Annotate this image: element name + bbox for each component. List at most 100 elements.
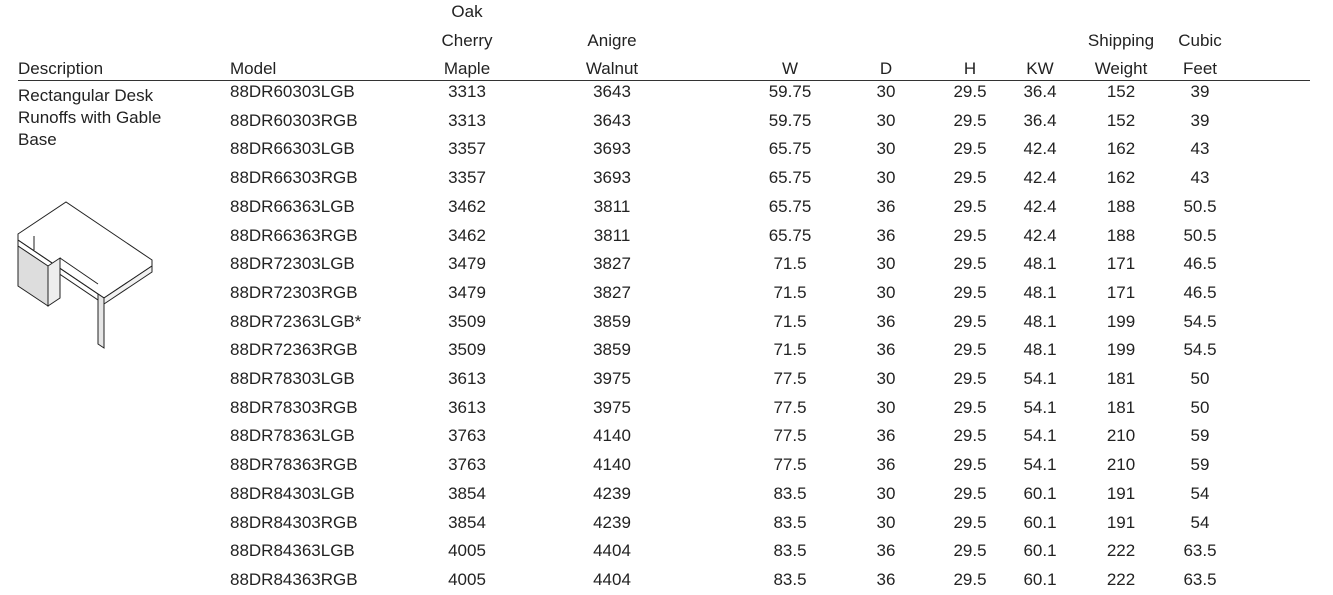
value-cell: 3462 xyxy=(448,225,486,245)
value-cell: 46.5 xyxy=(1183,282,1217,302)
value-cell: 3859 xyxy=(593,340,631,360)
value-cell: 3613 xyxy=(448,369,486,388)
value-cell: 4005 xyxy=(448,541,486,561)
description: Runoffs with Gable xyxy=(18,108,162,127)
value-cell: 63.5 xyxy=(1183,541,1217,561)
value-cell: 152 xyxy=(1106,110,1136,130)
value-cell: 30 xyxy=(876,168,896,188)
value-cell: 83.5 xyxy=(773,569,807,589)
value-cell: 181 xyxy=(1106,369,1136,388)
value-cell: 4005 xyxy=(448,569,486,589)
value-cell: 3854 xyxy=(448,512,486,532)
value-cell: 191 xyxy=(1106,483,1136,503)
value-cell: 29.5 xyxy=(953,397,987,417)
value-cell: 54.5 xyxy=(1183,311,1217,331)
value-cell: 29.5 xyxy=(953,282,987,302)
model-cell: 88DR66363LGB xyxy=(230,196,355,216)
column-header: D xyxy=(879,59,893,78)
model-cell: 88DR72303LGB xyxy=(230,254,355,274)
description: Base xyxy=(18,130,57,149)
value-cell: 3509 xyxy=(448,340,486,360)
model-cell: 88DR78363LGB xyxy=(230,426,355,446)
value-cell: 188 xyxy=(1106,225,1136,245)
value-cell: 3357 xyxy=(448,168,486,188)
value-cell: 54.5 xyxy=(1183,340,1217,360)
value-cell: 65.75 xyxy=(768,196,812,216)
value-cell: 3693 xyxy=(593,139,631,159)
value-cell: 43 xyxy=(1190,168,1210,188)
value-cell: 3613 xyxy=(448,397,486,417)
value-cell: 29.5 xyxy=(953,340,987,360)
value-cell: 71.5 xyxy=(773,254,807,274)
value-cell: 48.1 xyxy=(1023,254,1057,274)
value-cell: 50.5 xyxy=(1183,196,1217,216)
value-cell: 71.5 xyxy=(773,311,807,331)
value-cell: 77.5 xyxy=(773,426,807,446)
value-cell: 30 xyxy=(876,82,896,101)
value-cell: 188 xyxy=(1106,196,1136,216)
column-header: Weight xyxy=(1094,59,1148,78)
value-cell: 39 xyxy=(1190,82,1210,101)
value-cell: 39 xyxy=(1190,110,1210,130)
value-cell: 29.5 xyxy=(953,254,987,274)
column-header: Feet xyxy=(1182,59,1218,78)
value-cell: 3811 xyxy=(593,225,631,245)
value-cell: 42.4 xyxy=(1023,168,1057,188)
value-cell: 171 xyxy=(1106,282,1136,302)
column-header: Description xyxy=(18,59,104,78)
value-cell: 152 xyxy=(1106,82,1136,101)
value-cell: 3357 xyxy=(448,139,486,159)
value-cell: 36 xyxy=(876,340,896,360)
model-cell: 88DR60303LGB xyxy=(230,82,355,101)
column-header: Cubic xyxy=(1178,30,1222,50)
model-cell: 88DR72363LGB* xyxy=(230,311,362,331)
value-cell: 65.75 xyxy=(768,168,812,188)
value-cell: 29.5 xyxy=(953,483,987,503)
value-cell: 3462 xyxy=(448,196,486,216)
value-cell: 77.5 xyxy=(773,455,807,475)
model-cell: 88DR60303RGB xyxy=(230,110,358,130)
value-cell: 210 xyxy=(1106,426,1136,446)
value-cell: 4404 xyxy=(593,569,631,589)
value-cell: 210 xyxy=(1106,455,1136,475)
value-cell: 30 xyxy=(876,282,896,302)
value-cell: 3479 xyxy=(448,254,486,274)
value-cell: 162 xyxy=(1106,139,1136,159)
value-cell: 3975 xyxy=(593,397,631,417)
value-cell: 43 xyxy=(1190,139,1210,159)
value-cell: 29.5 xyxy=(953,512,987,532)
value-cell: 29.5 xyxy=(953,82,987,101)
value-cell: 3693 xyxy=(593,168,631,188)
value-cell: 4404 xyxy=(593,541,631,561)
column-header: Maple xyxy=(443,59,491,78)
value-cell: 50.5 xyxy=(1183,225,1217,245)
model-cell: 88DR66363RGB xyxy=(230,225,358,245)
value-cell: 65.75 xyxy=(768,225,812,245)
value-cell: 36.4 xyxy=(1023,82,1057,101)
value-cell: 30 xyxy=(876,512,896,532)
value-cell: 54 xyxy=(1190,483,1210,503)
value-cell: 48.1 xyxy=(1023,311,1057,331)
value-cell: 29.5 xyxy=(953,426,987,446)
desk-illustration xyxy=(17,201,153,349)
model-cell: 88DR84363RGB xyxy=(230,569,358,589)
value-cell: 36 xyxy=(876,569,896,589)
model-cell: 88DR72363RGB xyxy=(230,340,358,360)
value-cell: 30 xyxy=(876,110,896,130)
value-cell: 54.1 xyxy=(1023,455,1057,475)
value-cell: 48.1 xyxy=(1023,282,1057,302)
value-cell: 30 xyxy=(876,139,896,159)
value-cell: 36 xyxy=(876,225,896,245)
value-cell: 3854 xyxy=(448,483,486,503)
value-cell: 42.4 xyxy=(1023,196,1057,216)
header-rule xyxy=(18,80,1310,81)
value-cell: 77.5 xyxy=(773,369,807,388)
value-cell: 3479 xyxy=(448,282,486,302)
column-header: Shipping xyxy=(1087,30,1155,50)
value-cell: 63.5 xyxy=(1183,569,1217,589)
value-cell: 59 xyxy=(1190,426,1210,446)
column-header: Anigre xyxy=(587,30,637,50)
value-cell: 48.1 xyxy=(1023,340,1057,360)
model-cell: 88DR84363LGB xyxy=(230,541,355,561)
value-cell: 83.5 xyxy=(773,483,807,503)
